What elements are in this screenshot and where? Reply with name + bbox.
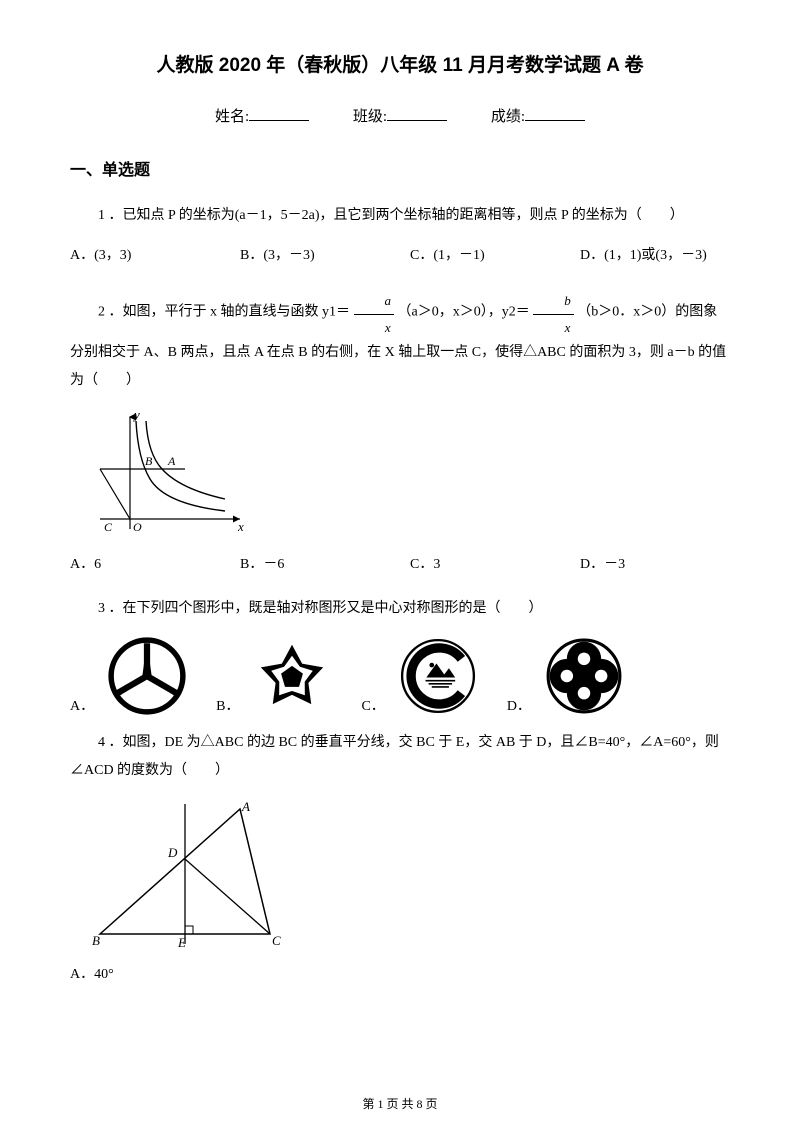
four-petal-icon [545,637,623,715]
q2-frac-1: ax [354,288,395,341]
svg-text:A: A [241,799,250,814]
q2-option-b: B．－6 [240,553,410,573]
section-header: 一、单选题 [70,156,730,180]
q2-frac-2: bx [533,288,574,341]
q2-mid: （a＞0，x＞0），y2＝ [398,305,530,320]
mercedes-logo-icon [108,637,186,715]
page-footer: 第 1 页 共 8 页 [0,1095,800,1112]
question-2-text: 2 ．如图，平行于 x 轴的直线与函数 y1＝ ax （a＞0，x＞0），y2＝… [70,286,730,395]
score-label: 成绩: [491,109,525,125]
class-label: 班级: [353,109,387,125]
q2-option-c: C．3 [410,553,580,573]
q1-option-b: B．(3，－3) [240,244,410,264]
name-label: 姓名: [215,109,249,125]
name-blank[interactable] [249,120,309,121]
question-3-options: A． B． C． [70,637,730,715]
question-2-options: A．6 B．－6 C．3 D．－3 [70,553,730,573]
question-1-options: A．(3，3) B．(3，－3) C．(1，－1) D．(1，1)或(3，－3) [70,244,730,264]
question-1-text: 1 ．已知点 P 的坐标为(a－1，5－2a)，且它到两个坐标轴的距离相等，则点… [70,202,730,230]
student-info-line: 姓名: 班级: 成绩: [70,105,730,126]
score-blank[interactable] [525,120,585,121]
class-blank[interactable] [387,120,447,121]
q3-option-c: C． [361,695,384,715]
q4-option-a: A．40° [70,963,114,983]
q3-option-b: B． [216,695,239,715]
q2-label-b: B [145,454,153,468]
c-mountain-logo-icon [399,637,477,715]
q1-option-c: C．(1，－1) [410,244,580,264]
svg-text:E: E [177,935,186,949]
question-3-text: 3 ．在下列四个图形中，既是轴对称图形又是中心对称图形的是（ ） [70,595,730,623]
q2-label-a: A [167,454,176,468]
q1-option-a: A．(3，3) [70,244,240,264]
page-title: 人教版 2020 年（春秋版）八年级 11 月月考数学试题 A 卷 [70,50,730,77]
q2-pre: 2 ．如图，平行于 x 轴的直线与函数 y1＝ [98,305,350,320]
q2-label-y: y [132,409,140,422]
q2-option-d: D．－3 [580,553,625,573]
q4-graph: A B C D E [90,799,730,949]
q2-label-o: O [133,520,142,534]
question-4-options: A．40° [70,963,730,983]
svg-text:C: C [272,933,281,948]
q1-option-d: D．(1，1)或(3，－3) [580,244,707,264]
q2-label-x: x [237,519,244,534]
q3-option-d: D． [507,695,531,715]
svg-text:B: B [92,933,100,948]
pentagon-flower-icon [253,637,331,715]
q3-option-a: A． [70,695,94,715]
q2-graph: y x O C B A [90,409,730,539]
question-4-text: 4 ．如图，DE 为△ABC 的边 BC 的垂直平分线，交 BC 于 E，交 A… [70,729,730,785]
q2-option-a: A．6 [70,553,240,573]
svg-text:D: D [167,845,178,860]
q2-label-c: C [104,520,113,534]
